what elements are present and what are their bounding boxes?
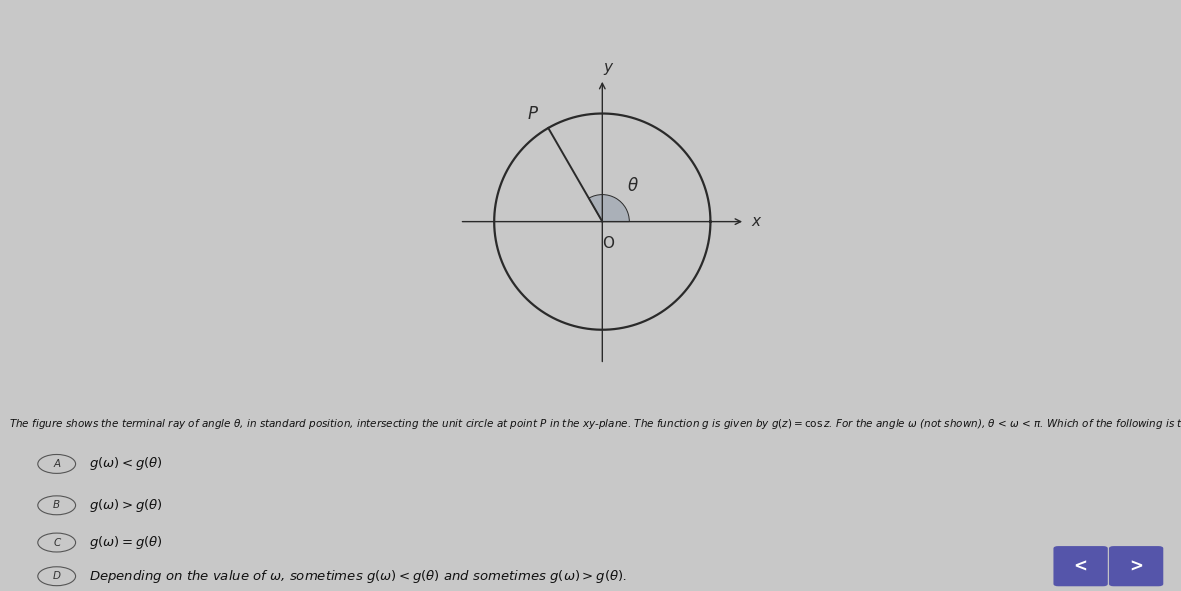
Text: θ: θ: [627, 177, 638, 195]
Text: B: B: [53, 501, 60, 510]
Text: D: D: [53, 571, 60, 581]
Text: Depending on the value of ω, sometimes $g(\omega) < g(\theta)$ and sometimes $g(: Depending on the value of ω, sometimes $…: [89, 568, 627, 584]
Text: $g(\omega) < g(\theta)$: $g(\omega) < g(\theta)$: [89, 456, 162, 472]
Text: y: y: [603, 60, 612, 74]
Wedge shape: [589, 194, 629, 222]
FancyBboxPatch shape: [1053, 546, 1108, 586]
Text: $g(\omega) > g(\theta)$: $g(\omega) > g(\theta)$: [89, 497, 162, 514]
Text: >: >: [1129, 557, 1143, 575]
Text: C: C: [53, 538, 60, 547]
Text: The figure shows the terminal ray of angle θ, in standard position, intersecting: The figure shows the terminal ray of ang…: [9, 417, 1181, 431]
Text: $g(\omega) = g(\theta)$: $g(\omega) = g(\theta)$: [89, 534, 162, 551]
Text: A: A: [53, 459, 60, 469]
Text: O: O: [601, 236, 614, 251]
Text: P: P: [528, 105, 537, 122]
Text: x: x: [751, 214, 761, 229]
FancyBboxPatch shape: [1109, 546, 1163, 586]
Text: <: <: [1074, 557, 1088, 575]
